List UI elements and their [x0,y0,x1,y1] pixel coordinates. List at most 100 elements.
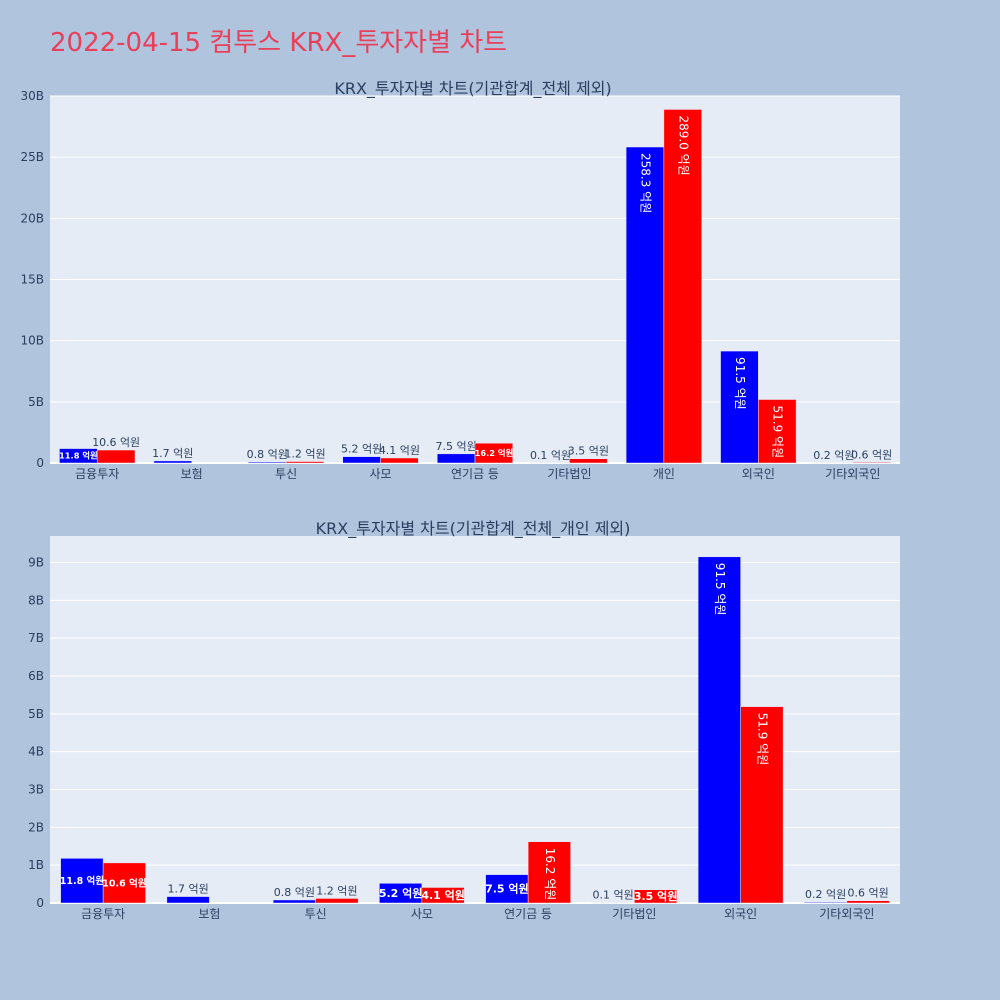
y-tick-label: 3B [28,782,44,796]
data-label: 16.2 억원 [543,848,557,901]
x-tick-label: 기타외국인 [825,467,880,481]
bar [380,457,419,464]
data-label: 289.0 억원 [676,115,690,175]
bar [663,109,702,464]
y-tick-label: 8B [28,593,44,607]
chart-title: KRX_투자자별 차트(기관합계_전체 제외) [334,79,611,99]
y-tick-label: 4B [28,745,44,759]
data-label: 91.5 억원 [733,357,747,410]
data-label: 11.8 억원 [60,875,104,887]
chart-1: 0 5B 10B 15B 20B 25B 30B KRX_투자자별 차트(기관합계_전체 제외… [20,79,900,481]
bar [153,460,192,464]
data-label: 0.8 억원 [274,886,315,899]
x-tick-label: 사모 [370,467,392,481]
data-label: 1.2 억원 [316,884,357,897]
y-tick-label: 2B [28,820,44,834]
data-label: 5.2 억원 [379,886,423,900]
data-label: 3.5 억원 [568,445,609,458]
y-tick-label: 10B [20,334,44,348]
y-tick-label: 7B [28,631,44,645]
y-tick-label: 5B [28,707,44,721]
bar [527,841,571,904]
x-tick-label: 기타법인 [547,467,591,481]
bar [804,901,848,904]
bar [272,899,316,904]
x-tick-label: 보험 [181,467,203,481]
bar [474,442,514,464]
y-tick-label: 1B [28,858,44,872]
data-label: 10.6 억원 [92,436,140,449]
data-label: 0.2 억원 [813,449,854,462]
bar [634,889,678,904]
bar [485,874,529,904]
data-label: 7.5 억원 [435,440,476,453]
data-label: 0.6 억원 [848,887,889,900]
x-tick-label: 기타법인 [612,907,656,921]
y-tick-label: 5B [28,395,44,409]
x-tick-label: 사모 [411,907,433,921]
bar [96,449,136,464]
bar [315,898,359,904]
bar [697,556,741,904]
bar [102,862,146,904]
bar [720,350,759,464]
x-tick-label: 연기금 등 [504,907,552,921]
data-label: 7.5 억원 [485,882,529,896]
chart-2: 0 1B 2B 3B 4B 5B 6B 7B 8B 9B KRX_투자자별 차트(기관합계_전체_개… [28,519,900,921]
bar [758,399,797,464]
x-tick-label: 금융투자 [75,467,119,481]
data-label: 1.2 억원 [284,448,325,461]
bar [285,461,325,464]
data-label: 4.1 억원 [379,444,420,457]
bar [846,900,890,904]
x-tick-label: 개인 [653,467,675,481]
x-tick-label: 투신 [305,907,327,921]
data-label: 91.5 억원 [713,563,727,616]
data-label: 11.8 억원 [59,451,98,461]
y-tick-label: 15B [20,273,44,287]
data-label: 0.8 억원 [247,448,288,461]
data-label: 0.1 억원 [530,449,571,462]
y-tick-label: 0 [36,896,44,910]
x-tick-label: 외국인 [724,907,757,921]
y-tick-label: 30B [20,89,44,103]
data-label: 258.3 억원 [639,153,653,213]
y-tick-label: 9B [28,555,44,569]
data-label: 0.1 억원 [593,889,634,902]
data-label: 4.1 억원 [421,888,465,902]
chart-title: KRX_투자자별 차트(기관합계_전체_개인 제외) [316,519,631,539]
y-tick-label: 20B [20,211,44,225]
page-title: 2022-04-15 컴투스 KRX_투자자별 차트 [50,28,508,58]
bar [740,706,784,904]
bar [60,858,104,904]
bar [248,461,287,464]
data-label: 1.7 억원 [152,447,193,460]
data-label: 10.6 억원 [102,877,146,889]
bar [852,462,891,464]
bar [625,146,665,464]
x-tick-label: 외국인 [742,467,775,481]
data-label: 5.2 억원 [341,443,382,456]
data-label: 3.5 억원 [634,889,678,903]
data-label: 0.2 억원 [805,888,846,901]
data-label: 51.9 억원 [771,406,785,459]
data-label: 16.2 억원 [475,448,514,458]
y-tick-label: 25B [20,150,44,164]
y-tick-label: 6B [28,669,44,683]
y-tick-label: 0 [36,456,44,470]
data-label: 0.6 억원 [851,448,892,461]
data-label: 1.7 억원 [168,883,209,896]
bar [421,887,465,904]
x-tick-label: 투신 [275,467,297,481]
x-tick-label: 기타외국인 [819,907,874,921]
x-tick-label: 연기금 등 [451,467,499,481]
bar [166,896,210,904]
x-tick-label: 보험 [198,907,220,921]
data-label: 51.9 억원 [755,713,769,766]
bar [569,458,608,464]
bar [342,456,381,464]
bar [436,453,476,464]
x-tick-label: 금융투자 [81,907,125,921]
